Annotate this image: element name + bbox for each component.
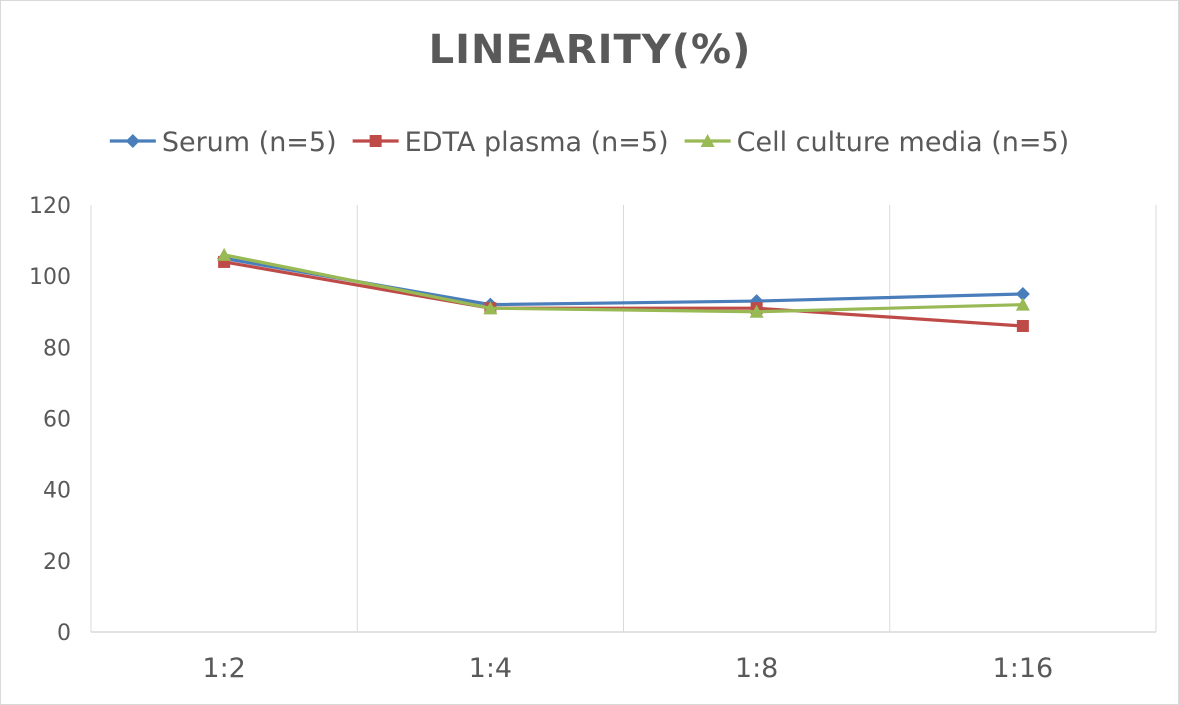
- x-tick-label: 1:2: [202, 653, 245, 684]
- legend: Serum (n=5) EDTA plasma (n=5) Cell culture…: [109, 127, 1070, 158]
- legend-label-edta-plasma-n-5: EDTA plasma (n=5): [405, 127, 669, 158]
- series-line-edta-plasma-n-5: [223, 260, 1023, 328]
- legend-marker-serum-n-5: [125, 134, 140, 148]
- chart-title: LINEARITY(%): [429, 27, 752, 73]
- data-point-cell-culture-media-n-5: [483, 301, 498, 315]
- series-line-cell-culture-media-n-5: [223, 253, 1023, 314]
- data-point-edta-plasma-n-5: [1016, 319, 1029, 332]
- data-point-cell-culture-media-n-5: [1015, 297, 1030, 311]
- legend-item-edta-plasma-n-5: EDTA plasma (n=5): [352, 127, 669, 158]
- y-tick-label: 80: [43, 336, 71, 361]
- x-axis-ticks: 1:2 1:4 1:8 1:16: [202, 653, 1053, 684]
- y-axis-ticks: 0 20 40 60 80 100 120: [29, 194, 71, 646]
- y-tick-label: 120: [29, 194, 71, 219]
- data-point-cell-culture-media-n-5: [217, 247, 232, 261]
- legend-marker-edta-plasma-n-5: [369, 135, 382, 147]
- x-tick-label: 1:16: [993, 653, 1054, 684]
- gridlines: [90, 205, 1157, 632]
- y-tick-label: 0: [57, 621, 71, 646]
- legend-marker-cell-culture-media-n-5: [700, 134, 715, 147]
- y-tick-label: 40: [43, 479, 71, 504]
- y-tick-label: 20: [43, 550, 71, 575]
- data-point-serum-n-5: [1015, 286, 1030, 301]
- y-tick-label: 100: [29, 265, 71, 290]
- legend-label-cell-culture-media-n-5: Cell culture media (n=5): [737, 127, 1070, 158]
- x-tick-label: 1:8: [735, 653, 778, 684]
- series-cell-culture-media-n-5: [217, 247, 1030, 318]
- legend-label-serum-n-5: Serum (n=5): [162, 127, 337, 158]
- legend-item-cell-culture-media-n-5: Cell culture media (n=5): [684, 127, 1070, 158]
- y-tick-label: 60: [43, 408, 71, 433]
- x-tick-label: 1:4: [469, 653, 512, 684]
- legend-item-serum-n-5: Serum (n=5): [109, 127, 337, 158]
- data-point-cell-culture-media-n-5: [749, 304, 764, 318]
- series-layer: [217, 247, 1030, 332]
